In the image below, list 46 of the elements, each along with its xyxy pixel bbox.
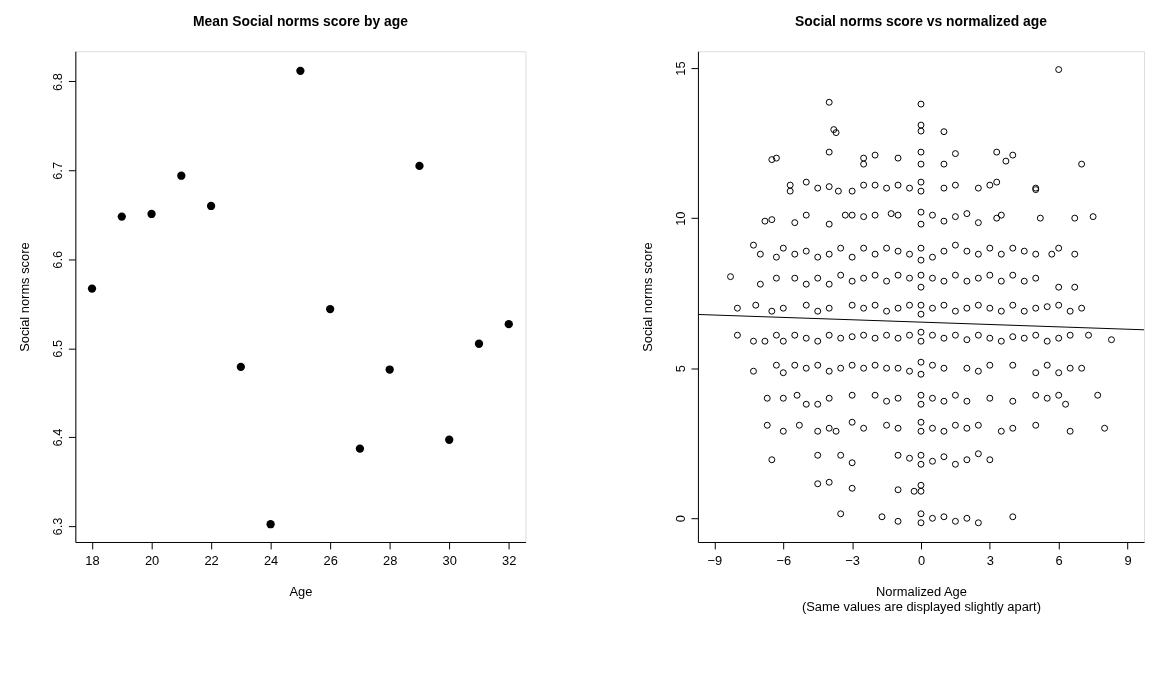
point (326, 304, 335, 314)
x-tick-label: 9 (1124, 553, 1132, 569)
x-tick-label: 3 (986, 553, 994, 569)
point (296, 66, 305, 75)
point (117, 212, 126, 221)
x-tick-label: 6 (1055, 553, 1063, 569)
point (236, 362, 245, 371)
point (474, 339, 484, 348)
point (266, 520, 275, 529)
chart-title: Social norms score vs normalized age (795, 13, 1048, 30)
y-tick-label: 6.7 (49, 161, 65, 180)
point (147, 209, 156, 219)
y-tick-label: 6.3 (49, 517, 65, 536)
x-axis-title: Age (289, 584, 313, 600)
point (385, 365, 394, 374)
y-tick-label: 6.8 (49, 73, 65, 91)
y-axis-title: Social norms score (639, 242, 655, 352)
point (445, 435, 454, 444)
x-tick-label: 28 (383, 553, 398, 569)
x-tick-label: −3 (845, 553, 860, 569)
point (415, 161, 424, 171)
x-tick-label: 0 (917, 553, 926, 569)
point (206, 201, 216, 211)
x-tick-label: −9 (707, 553, 723, 569)
point (504, 320, 513, 329)
x-tick-label: 22 (204, 553, 219, 569)
x-tick-label: 20 (144, 553, 160, 569)
x-tick-label: 26 (323, 553, 338, 569)
x-tick-label: 24 (263, 553, 279, 569)
y-tick-label: 15 (672, 61, 688, 76)
y-tick-label: 10 (672, 211, 688, 226)
point (87, 284, 97, 293)
y-axis-title: Social norms score (17, 242, 33, 352)
x-tick-label: 32 (502, 553, 517, 569)
point (177, 171, 186, 180)
x-tick-label: −6 (776, 553, 792, 569)
y-tick-label: 6.5 (49, 339, 65, 358)
y-tick-label: 0 (672, 515, 688, 523)
x-tick-label: 18 (85, 553, 100, 569)
chart-title: Mean Social norms score by age (192, 13, 409, 30)
y-tick-label: 6.4 (49, 428, 65, 447)
point (355, 444, 365, 453)
y-tick-label: 6.6 (49, 250, 65, 269)
x-axis-title: Normalized Age (Same values are displayed slightly apart) (801, 584, 1041, 614)
y-tick-label: 5 (672, 365, 688, 373)
x-tick-label: 30 (442, 553, 457, 569)
